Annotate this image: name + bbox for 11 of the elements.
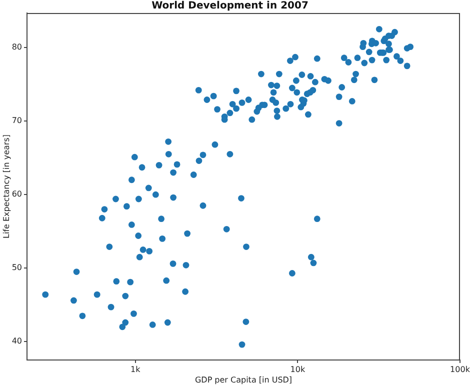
- y-tick-label: 60: [12, 190, 22, 199]
- y-tick-label: 40: [12, 336, 22, 346]
- y-tick-label: 70: [12, 116, 22, 126]
- x-axis-title: GDP per Capita [in USD]: [194, 375, 292, 384]
- x-tick-label: 1k: [130, 364, 141, 374]
- y-tick-label: 50: [12, 263, 22, 272]
- y-tick-label: 80: [12, 42, 22, 52]
- x-tick-label: 100k: [450, 364, 470, 374]
- x-tick-label: 10k: [290, 364, 306, 374]
- chart-title: World Development in 2007: [152, 0, 308, 12]
- y-axis-title: Life Expectancy [in years]: [2, 134, 11, 239]
